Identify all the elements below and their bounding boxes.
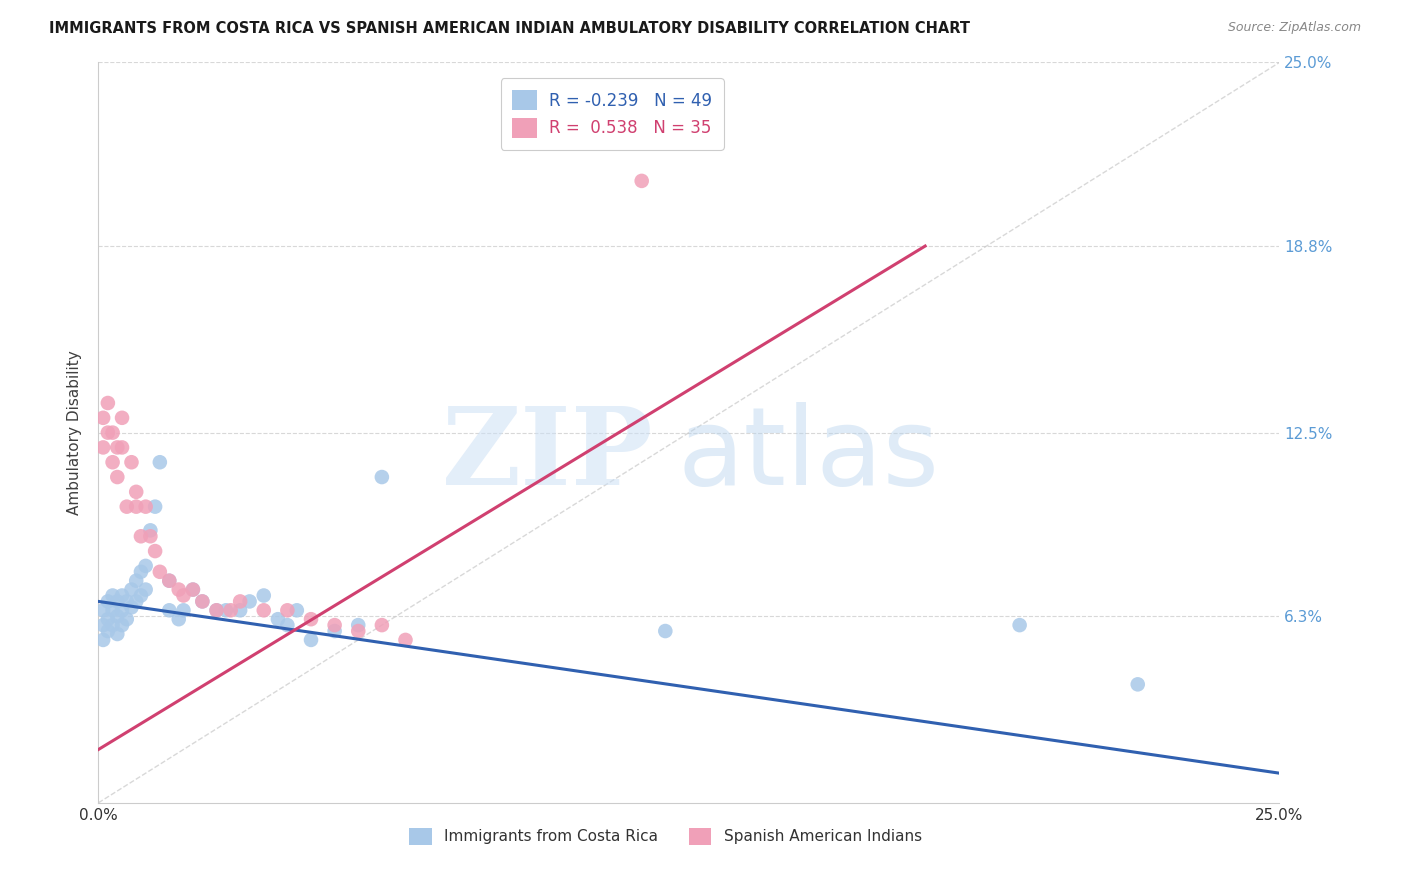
Point — [101, 589, 124, 603]
Point — [172, 589, 194, 603]
Point — [111, 618, 134, 632]
Point — [135, 558, 157, 573]
Text: ZIP: ZIP — [441, 401, 654, 508]
Legend: Immigrants from Costa Rica, Spanish American Indians: Immigrants from Costa Rica, Spanish Amer… — [402, 822, 928, 851]
Point — [229, 603, 252, 617]
Point — [129, 529, 152, 543]
Point — [105, 609, 128, 624]
Point — [121, 455, 143, 469]
Point — [157, 574, 180, 588]
Point — [205, 603, 228, 617]
Point — [253, 589, 276, 603]
Point — [97, 624, 120, 638]
Point — [347, 624, 370, 638]
Point — [267, 612, 290, 626]
Point — [191, 594, 214, 608]
Point — [135, 582, 157, 597]
Point — [347, 618, 370, 632]
Point — [149, 565, 172, 579]
Point — [181, 582, 204, 597]
Point — [394, 632, 416, 647]
Point — [143, 544, 166, 558]
Point — [91, 618, 114, 632]
Point — [143, 500, 166, 514]
Point — [125, 484, 148, 499]
Point — [371, 618, 394, 632]
Point — [97, 425, 120, 440]
Point — [129, 565, 152, 579]
Point — [323, 618, 346, 632]
Point — [323, 624, 346, 638]
Point — [97, 396, 120, 410]
Point — [157, 603, 180, 617]
Point — [191, 594, 214, 608]
Point — [1126, 677, 1149, 691]
Point — [219, 603, 242, 617]
Point — [91, 603, 114, 617]
Point — [276, 618, 298, 632]
Point — [101, 455, 124, 469]
Point — [101, 425, 124, 440]
Point — [125, 500, 148, 514]
Point — [91, 441, 114, 455]
Point — [139, 524, 162, 538]
Point — [167, 582, 190, 597]
Point — [97, 612, 120, 626]
Point — [105, 441, 128, 455]
Point — [115, 612, 138, 626]
Point — [105, 470, 128, 484]
Point — [111, 603, 134, 617]
Point — [172, 603, 194, 617]
Point — [105, 627, 128, 641]
Point — [111, 410, 134, 425]
Point — [167, 612, 190, 626]
Point — [253, 603, 276, 617]
Point — [149, 455, 172, 469]
Point — [157, 574, 180, 588]
Text: Source: ZipAtlas.com: Source: ZipAtlas.com — [1227, 21, 1361, 34]
Point — [115, 500, 138, 514]
Point — [111, 441, 134, 455]
Point — [91, 410, 114, 425]
Point — [229, 594, 252, 608]
Point — [125, 574, 148, 588]
Point — [299, 632, 322, 647]
Point — [139, 529, 162, 543]
Point — [91, 632, 114, 647]
Point — [121, 600, 143, 615]
Point — [125, 594, 148, 608]
Point — [215, 603, 238, 617]
Text: IMMIGRANTS FROM COSTA RICA VS SPANISH AMERICAN INDIAN AMBULATORY DISABILITY CORR: IMMIGRANTS FROM COSTA RICA VS SPANISH AM… — [49, 21, 970, 36]
Point — [101, 603, 124, 617]
Point — [105, 594, 128, 608]
Point — [115, 594, 138, 608]
Point — [97, 594, 120, 608]
Text: atlas: atlas — [678, 401, 939, 508]
Point — [239, 594, 262, 608]
Point — [129, 589, 152, 603]
Point — [654, 624, 676, 638]
Point — [371, 470, 394, 484]
Point — [101, 618, 124, 632]
Point — [285, 603, 308, 617]
Point — [299, 612, 322, 626]
Point — [181, 582, 204, 597]
Y-axis label: Ambulatory Disability: Ambulatory Disability — [67, 351, 83, 515]
Point — [1008, 618, 1031, 632]
Point — [205, 603, 228, 617]
Point — [135, 500, 157, 514]
Point — [111, 589, 134, 603]
Point — [276, 603, 298, 617]
Point — [630, 174, 652, 188]
Point — [121, 582, 143, 597]
